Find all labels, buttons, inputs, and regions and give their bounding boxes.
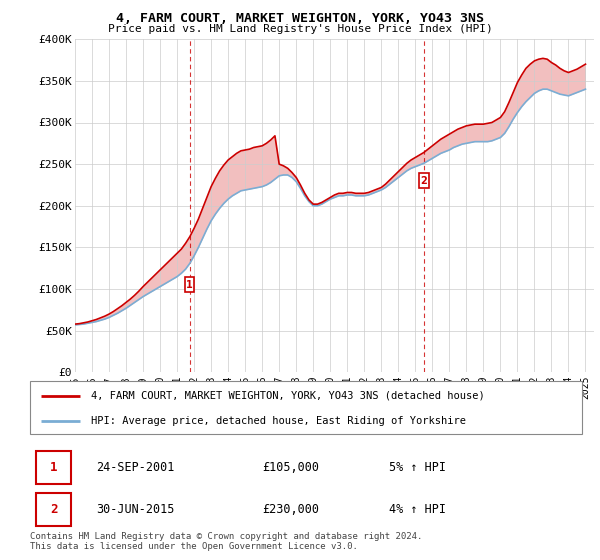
FancyBboxPatch shape: [35, 493, 71, 526]
FancyBboxPatch shape: [35, 451, 71, 484]
Text: 1: 1: [186, 280, 193, 290]
Text: Price paid vs. HM Land Registry's House Price Index (HPI): Price paid vs. HM Land Registry's House …: [107, 24, 493, 34]
Text: 2: 2: [50, 503, 58, 516]
Text: 2: 2: [421, 176, 427, 186]
Text: 5% ↑ HPI: 5% ↑ HPI: [389, 461, 446, 474]
Bar: [419, 173, 428, 188]
Text: 30-JUN-2015: 30-JUN-2015: [96, 503, 175, 516]
Text: £230,000: £230,000: [262, 503, 319, 516]
Text: 1: 1: [50, 461, 58, 474]
FancyBboxPatch shape: [30, 381, 582, 434]
Text: 4, FARM COURT, MARKET WEIGHTON, YORK, YO43 3NS: 4, FARM COURT, MARKET WEIGHTON, YORK, YO…: [116, 12, 484, 25]
Text: £105,000: £105,000: [262, 461, 319, 474]
Text: 24-SEP-2001: 24-SEP-2001: [96, 461, 175, 474]
Text: HPI: Average price, detached house, East Riding of Yorkshire: HPI: Average price, detached house, East…: [91, 416, 466, 426]
Text: 4, FARM COURT, MARKET WEIGHTON, YORK, YO43 3NS (detached house): 4, FARM COURT, MARKET WEIGHTON, YORK, YO…: [91, 391, 484, 401]
Text: Contains HM Land Registry data © Crown copyright and database right 2024.
This d: Contains HM Land Registry data © Crown c…: [30, 532, 422, 552]
Bar: [185, 277, 194, 292]
Text: 4% ↑ HPI: 4% ↑ HPI: [389, 503, 446, 516]
